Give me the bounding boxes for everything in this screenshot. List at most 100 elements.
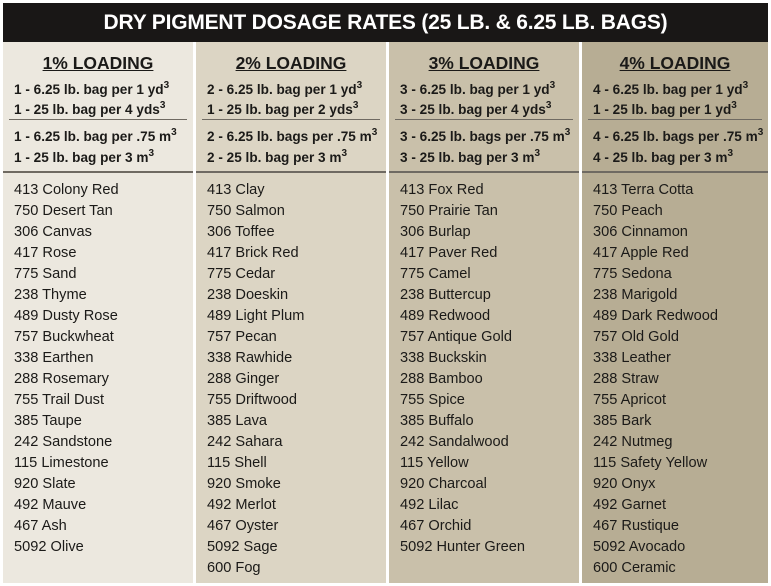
rate-text: 4 - 25 lb. bag per 3 m [593, 150, 728, 165]
color-item: 306 Canvas [14, 224, 92, 240]
color-item: 5092 Hunter Green [400, 539, 525, 555]
color-item: 417 Apple Red [593, 245, 689, 261]
rate-divider [202, 119, 380, 120]
color-item: 417 Brick Red [207, 245, 299, 261]
rate-text: 4 - 6.25 lb. bag per 1 yd [593, 82, 743, 97]
column-header: 2% LOADING 2 - 6.25 lb. bag per 1 yd3 1 - … [196, 42, 386, 172]
loading-column-3: 3% LOADING 3 - 6.25 lb. bag per 1 yd3 3 - … [389, 42, 579, 583]
loading-column-1: 1% LOADING 1 - 6.25 lb. bag per 1 yd3 1 - … [3, 42, 193, 583]
rate-line: 4 - 25 lb. bag per 3 m3 [593, 147, 763, 168]
color-item: 5092 Sage [207, 539, 278, 555]
color-item: 920 Slate [14, 476, 76, 492]
metric-rates: 4 - 6.25 lb. bags per .75 m3 4 - 25 lb. b… [593, 126, 763, 168]
loading-columns: 1% LOADING 1 - 6.25 lb. bag per 1 yd3 1 - … [3, 42, 768, 583]
color-item: 755 Driftwood [207, 392, 298, 408]
color-item: 306 Toffee [207, 224, 275, 240]
rate-exponent: 3 [371, 127, 378, 138]
rate-exponent: 3 [731, 100, 737, 111]
rate-divider [9, 119, 187, 120]
color-item: 492 Merlot [207, 497, 276, 513]
color-item: 775 Sedona [593, 266, 672, 282]
color-item: 755 Trail Dust [14, 392, 105, 408]
header-divider [3, 171, 193, 173]
loading-column-2: 2% LOADING 2 - 6.25 lb. bag per 1 yd3 1 - … [196, 42, 386, 583]
color-item: 467 Orchid [400, 518, 472, 534]
rate-exponent: 3 [356, 80, 363, 91]
rate-text: 3 - 25 lb. bag per 4 yds [400, 102, 546, 117]
rate-line: 1 - 6.25 lb. bag per 1 yd3 [14, 80, 169, 100]
color-item: 757 Buckwheat [14, 329, 114, 345]
rate-text: 3 - 25 lb. bag per 3 m [400, 150, 535, 165]
imperial-rates: 3 - 6.25 lb. bag per 1 yd3 3 - 25 lb. bag… [400, 80, 555, 120]
rate-exponent: 3 [159, 100, 166, 111]
color-item: 492 Mauve [14, 497, 87, 513]
color-item: 920 Smoke [207, 476, 281, 492]
metric-rates: 1 - 6.25 lb. bag per .75 m3 1 - 25 lb. ba… [14, 126, 177, 168]
color-item: 385 Buffalo [400, 413, 474, 429]
rate-line: 1 - 25 lb. bag per 4 yds3 [14, 100, 169, 120]
rate-exponent: 3 [352, 100, 359, 111]
color-item: 238 Marigold [593, 287, 678, 303]
rate-exponent: 3 [564, 127, 571, 138]
color-item: 467 Ash [14, 518, 67, 534]
color-item: 385 Bark [593, 413, 652, 429]
color-item: 467 Oyster [207, 518, 279, 534]
color-list: 413 Colony Red 750 Desert Tan 306 Canvas 41… [14, 180, 119, 558]
color-item: 238 Doeskin [207, 287, 289, 303]
rate-text: 1 - 6.25 lb. bag per 1 yd [14, 82, 164, 97]
color-item: 757 Antique Gold [400, 329, 512, 345]
rate-line: 4 - 6.25 lb. bags per .75 m3 [593, 126, 763, 147]
rate-line: 3 - 25 lb. bag per 4 yds3 [400, 100, 555, 120]
rate-text: 1 - 25 lb. bag per 4 yds [14, 102, 160, 117]
rate-line: 1 - 25 lb. bag per 2 yds3 [207, 100, 362, 120]
color-item: 242 Sandstone [14, 434, 113, 450]
color-item: 288 Straw [593, 371, 659, 387]
rate-exponent: 3 [534, 148, 541, 159]
color-item: 288 Bamboo [400, 371, 483, 387]
color-list: 413 Terra Cotta 750 Peach 306 Cinnamon 417 … [593, 180, 718, 579]
color-item: 757 Old Gold [593, 329, 679, 345]
imperial-rates: 2 - 6.25 lb. bag per 1 yd3 1 - 25 lb. bag… [207, 80, 362, 120]
rate-line: 2 - 25 lb. bag per 3 m3 [207, 147, 377, 168]
color-item: 489 Redwood [400, 308, 491, 324]
rate-line: 1 - 6.25 lb. bag per .75 m3 [14, 126, 177, 147]
rate-exponent: 3 [545, 100, 552, 111]
color-item: 920 Onyx [593, 476, 656, 492]
column-header: 4% LOADING 4 - 6.25 lb. bag per 1 yd3 1 - … [582, 42, 768, 172]
color-list: 413 Clay 750 Salmon 306 Toffee 417 Brick Re… [207, 180, 304, 579]
color-item: 920 Charcoal [400, 476, 487, 492]
color-item: 775 Sand [14, 266, 77, 282]
color-item: 242 Sahara [207, 434, 283, 450]
rate-text: 2 - 6.25 lb. bag per 1 yd [207, 82, 357, 97]
color-item: 413 Clay [207, 182, 265, 198]
rate-line: 2 - 6.25 lb. bag per 1 yd3 [207, 80, 362, 100]
rate-exponent: 3 [171, 127, 177, 138]
color-item: 750 Peach [593, 203, 663, 219]
loading-title: 4% LOADING [619, 53, 731, 73]
rate-line: 2 - 6.25 lb. bags per .75 m3 [207, 126, 377, 147]
color-item: 600 Fog [207, 560, 261, 576]
color-item: 750 Desert Tan [14, 203, 113, 219]
color-item: 467 Rustique [593, 518, 680, 534]
loading-title: 3% LOADING [428, 53, 540, 73]
color-item: 775 Camel [400, 266, 471, 282]
color-item: 338 Leather [593, 350, 671, 366]
color-item: 750 Prairie Tan [400, 203, 498, 219]
color-item: 755 Spice [400, 392, 465, 408]
color-item: 5092 Olive [14, 539, 84, 555]
dosage-rates-table: DRY PIGMENT DOSAGE RATES (25 LB. & 6.25 … [3, 3, 768, 583]
color-item: 413 Fox Red [400, 182, 484, 198]
rate-line: 3 - 25 lb. bag per 3 m3 [400, 147, 570, 168]
color-item: 288 Ginger [207, 371, 280, 387]
color-item: 115 Yellow [400, 455, 469, 471]
rate-text: 1 - 25 lb. bag per 3 m [14, 150, 149, 165]
rate-divider [588, 119, 762, 120]
color-item: 489 Light Plum [207, 308, 305, 324]
color-item: 288 Rosemary [14, 371, 109, 387]
color-item: 492 Lilac [400, 497, 459, 513]
color-item: 338 Earthen [14, 350, 94, 366]
metric-rates: 2 - 6.25 lb. bags per .75 m3 2 - 25 lb. b… [207, 126, 377, 168]
color-list: 413 Fox Red 750 Prairie Tan 306 Burlap 417 … [400, 180, 525, 558]
column-header: 1% LOADING 1 - 6.25 lb. bag per 1 yd3 1 - … [3, 42, 193, 172]
rate-text: 2 - 6.25 lb. bags per .75 m [207, 129, 372, 144]
